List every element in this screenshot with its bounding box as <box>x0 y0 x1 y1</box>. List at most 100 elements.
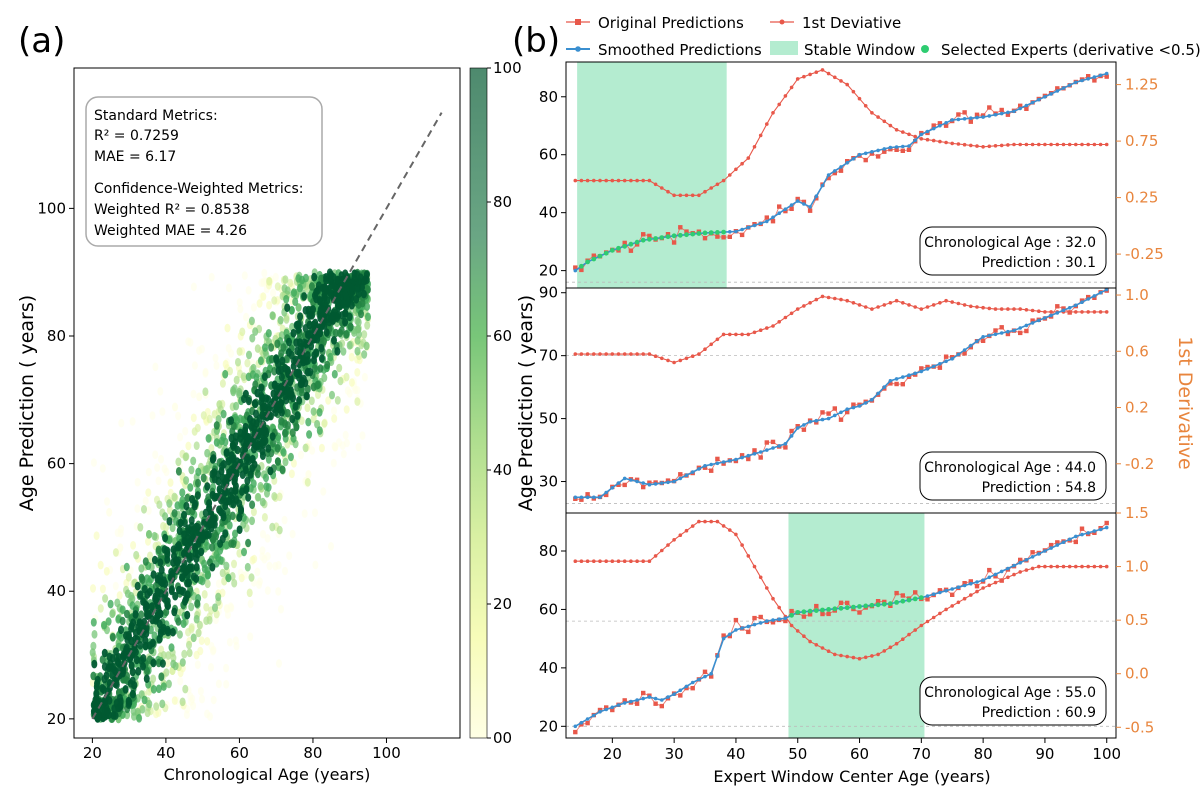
panel-a-label: (a) <box>18 21 65 61</box>
scatter-point <box>278 604 284 614</box>
scatter-point <box>355 442 362 452</box>
scatter-point <box>91 659 98 669</box>
smoothed-prediction-point <box>950 587 954 591</box>
scatter-point <box>223 680 230 689</box>
legend-original: Original Predictions <box>566 14 744 32</box>
scatter-point <box>240 372 247 382</box>
smoothed-prediction-point <box>950 118 954 122</box>
derivative-point <box>1092 142 1097 147</box>
scatter-point <box>195 628 202 638</box>
smoothed-prediction-point <box>783 442 788 446</box>
smoothed-prediction-point <box>839 165 843 169</box>
scatter-point <box>199 534 206 544</box>
original-prediction-point <box>770 219 776 224</box>
smoothed-prediction-point <box>1074 534 1078 539</box>
scatter-point <box>198 547 205 557</box>
derivative-point <box>1055 564 1060 569</box>
original-prediction-point <box>758 614 763 620</box>
original-prediction-point <box>1086 74 1091 79</box>
original-prediction-point <box>1067 310 1072 315</box>
scatter-point <box>90 671 97 681</box>
derivative-point <box>1030 142 1035 147</box>
smoothed-prediction-point <box>746 453 751 458</box>
original-prediction-point <box>1073 539 1078 545</box>
smoothed-prediction-point <box>857 152 862 157</box>
scatter-point <box>129 689 136 699</box>
scatter-point <box>258 383 265 393</box>
scatter-point <box>130 541 137 550</box>
derivative-point <box>746 156 751 160</box>
scatter-point <box>212 353 219 363</box>
smoothed-prediction-point <box>672 479 676 484</box>
derivative-point <box>579 559 584 563</box>
derivative-point <box>789 85 794 90</box>
scatter-point <box>271 492 278 501</box>
scatter-point <box>171 551 177 561</box>
scatter-point <box>124 609 130 619</box>
smoothed-prediction-point <box>1055 89 1060 93</box>
scatter-point <box>296 338 303 347</box>
derivative-point <box>629 352 633 356</box>
scatter-point <box>246 350 252 360</box>
derivative-point <box>993 307 998 311</box>
derivative-point <box>795 629 800 633</box>
original-prediction-point <box>1092 295 1097 300</box>
smoothed-prediction-point <box>765 219 769 224</box>
scatter-point <box>309 446 316 455</box>
derivative-point <box>1024 568 1029 572</box>
original-prediction-point <box>665 232 671 237</box>
scatter-point <box>223 663 230 673</box>
smoothed-prediction-point <box>894 377 899 381</box>
derivative-point <box>653 354 658 359</box>
scatter-point <box>148 602 155 611</box>
scatter-point <box>168 643 175 652</box>
derivative-point <box>1080 564 1084 569</box>
derivative-point <box>789 623 794 628</box>
scatter-point <box>266 561 273 571</box>
x-tick-label: 70 <box>912 745 931 763</box>
scatter-point <box>241 547 247 557</box>
y-tick-label: 20 <box>539 717 558 735</box>
scatter-point <box>142 496 149 506</box>
scatter-point <box>354 346 361 356</box>
derivative-point <box>653 554 658 558</box>
derivative-point <box>771 596 775 601</box>
panel-b-y-axis-label: Age Prediction ( years) <box>515 295 537 511</box>
derivative-point <box>938 139 942 144</box>
scatter-point <box>201 564 208 574</box>
scatter-point <box>106 508 113 517</box>
scatter-point <box>296 396 303 405</box>
derivative-point <box>1024 142 1029 147</box>
scatter-point <box>269 432 276 441</box>
derivative-point <box>808 639 812 644</box>
derivative-point <box>814 297 819 302</box>
original-prediction-point <box>789 608 794 614</box>
original-prediction-point <box>647 480 652 485</box>
scatter-point <box>182 684 189 694</box>
scatter-point <box>134 581 141 591</box>
original-prediction-point <box>604 705 609 710</box>
weighted-metrics-title: Confidence-Weighted Metrics: <box>94 181 303 197</box>
smoothed-prediction-point <box>1086 531 1090 535</box>
derivative-point <box>981 145 985 149</box>
derivative-point <box>938 301 942 305</box>
scatter-point <box>137 590 144 599</box>
original-prediction-point <box>820 410 825 415</box>
scatter-point <box>332 442 339 452</box>
scatter-point <box>284 408 291 418</box>
scatter-point <box>185 441 192 451</box>
smoothed-prediction-point <box>1104 71 1109 76</box>
smoothed-prediction-point <box>944 359 948 364</box>
smoothed-prediction-point <box>573 268 578 273</box>
scatter-point <box>179 658 186 667</box>
derivative-point <box>1080 142 1084 147</box>
scatter-point <box>308 282 315 291</box>
smoothed-prediction-point <box>1024 103 1029 108</box>
derivative-point <box>752 145 757 149</box>
smoothed-prediction-point <box>975 580 979 584</box>
derivative-point <box>1104 142 1109 147</box>
scatter-point <box>144 574 151 583</box>
derivative-point <box>851 655 856 660</box>
derivative-point <box>592 352 596 356</box>
original-prediction-point <box>579 267 584 273</box>
